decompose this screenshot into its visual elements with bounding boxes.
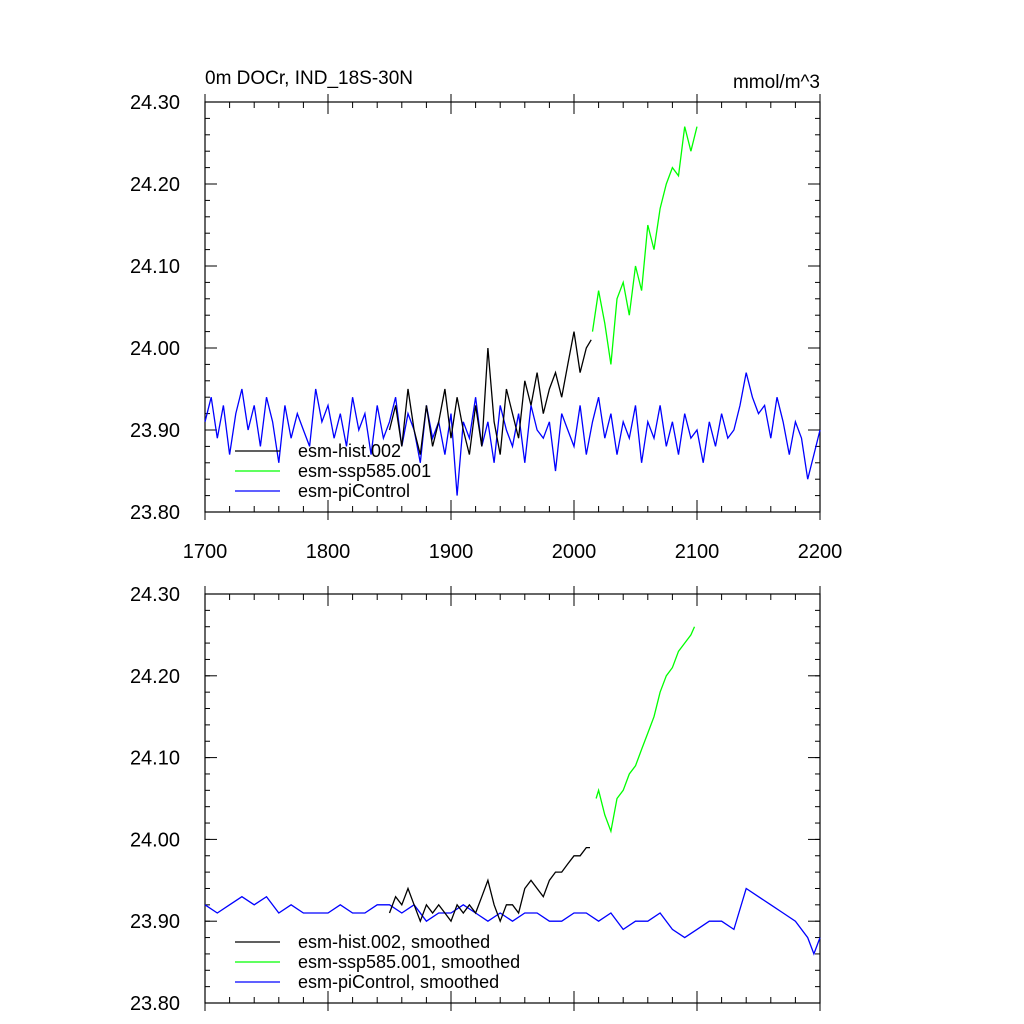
x-tick-label: 2200 xyxy=(798,541,843,563)
y-tick-label: 23.90 xyxy=(130,420,180,442)
y-tick-label: 24.00 xyxy=(130,338,180,360)
legend-label: esm-piControl xyxy=(298,481,410,501)
chart-panel-bottom: 23.80 23.90 24.00 24.10 24.20 24.30 esm-hist.0… xyxy=(130,584,821,1015)
legend-label: esm-piControl, smoothed xyxy=(298,972,499,992)
y-tick-label: 24.30 xyxy=(130,584,180,606)
legend-label: esm-ssp585.001, smoothed xyxy=(298,952,520,972)
y-tick-label: 23.90 xyxy=(130,911,180,933)
plot-frame xyxy=(204,593,821,1004)
x-tick-label: 1700 xyxy=(183,541,228,563)
series-line-esm-hist-002 xyxy=(388,331,592,455)
legend-label: esm-hist.002 xyxy=(298,441,401,461)
series-line-esm-picontrol xyxy=(204,372,821,496)
units-label: mmol/m^3 xyxy=(733,72,820,93)
series-line-esm-ssp585-001-smoothed xyxy=(595,626,696,834)
y-tick-label: 23.80 xyxy=(130,502,180,524)
chart-panel-top: 1700 1800 1900 2000 2100 2200 23.80 23.90 24.00 2… xyxy=(130,92,842,563)
plot-frame xyxy=(204,101,821,513)
series-line-esm-hist-002-smoothed xyxy=(388,846,590,924)
chart-title: 0m DOCr, IND_18S-30N xyxy=(205,68,413,89)
legend-label: esm-hist.002, smoothed xyxy=(298,932,490,952)
series-line-esm-picontrol-smoothed xyxy=(204,887,821,956)
y-tick-label: 24.10 xyxy=(130,748,180,770)
x-tick-label: 2000 xyxy=(552,541,597,563)
y-tick-label: 24.30 xyxy=(130,92,180,114)
y-tick-label: 24.20 xyxy=(130,174,180,196)
y-tick-label: 23.80 xyxy=(130,993,180,1015)
y-tick-label: 24.00 xyxy=(130,829,180,851)
x-tick-label: 1900 xyxy=(429,541,474,563)
x-tick-label: 1800 xyxy=(306,541,351,563)
y-tick-label: 24.10 xyxy=(130,256,180,278)
legend-label: esm-ssp585.001 xyxy=(298,461,431,481)
y-tick-label: 24.20 xyxy=(130,666,180,688)
series-line-esm-ssp585-001 xyxy=(591,126,698,365)
x-tick-label: 2100 xyxy=(675,541,720,563)
